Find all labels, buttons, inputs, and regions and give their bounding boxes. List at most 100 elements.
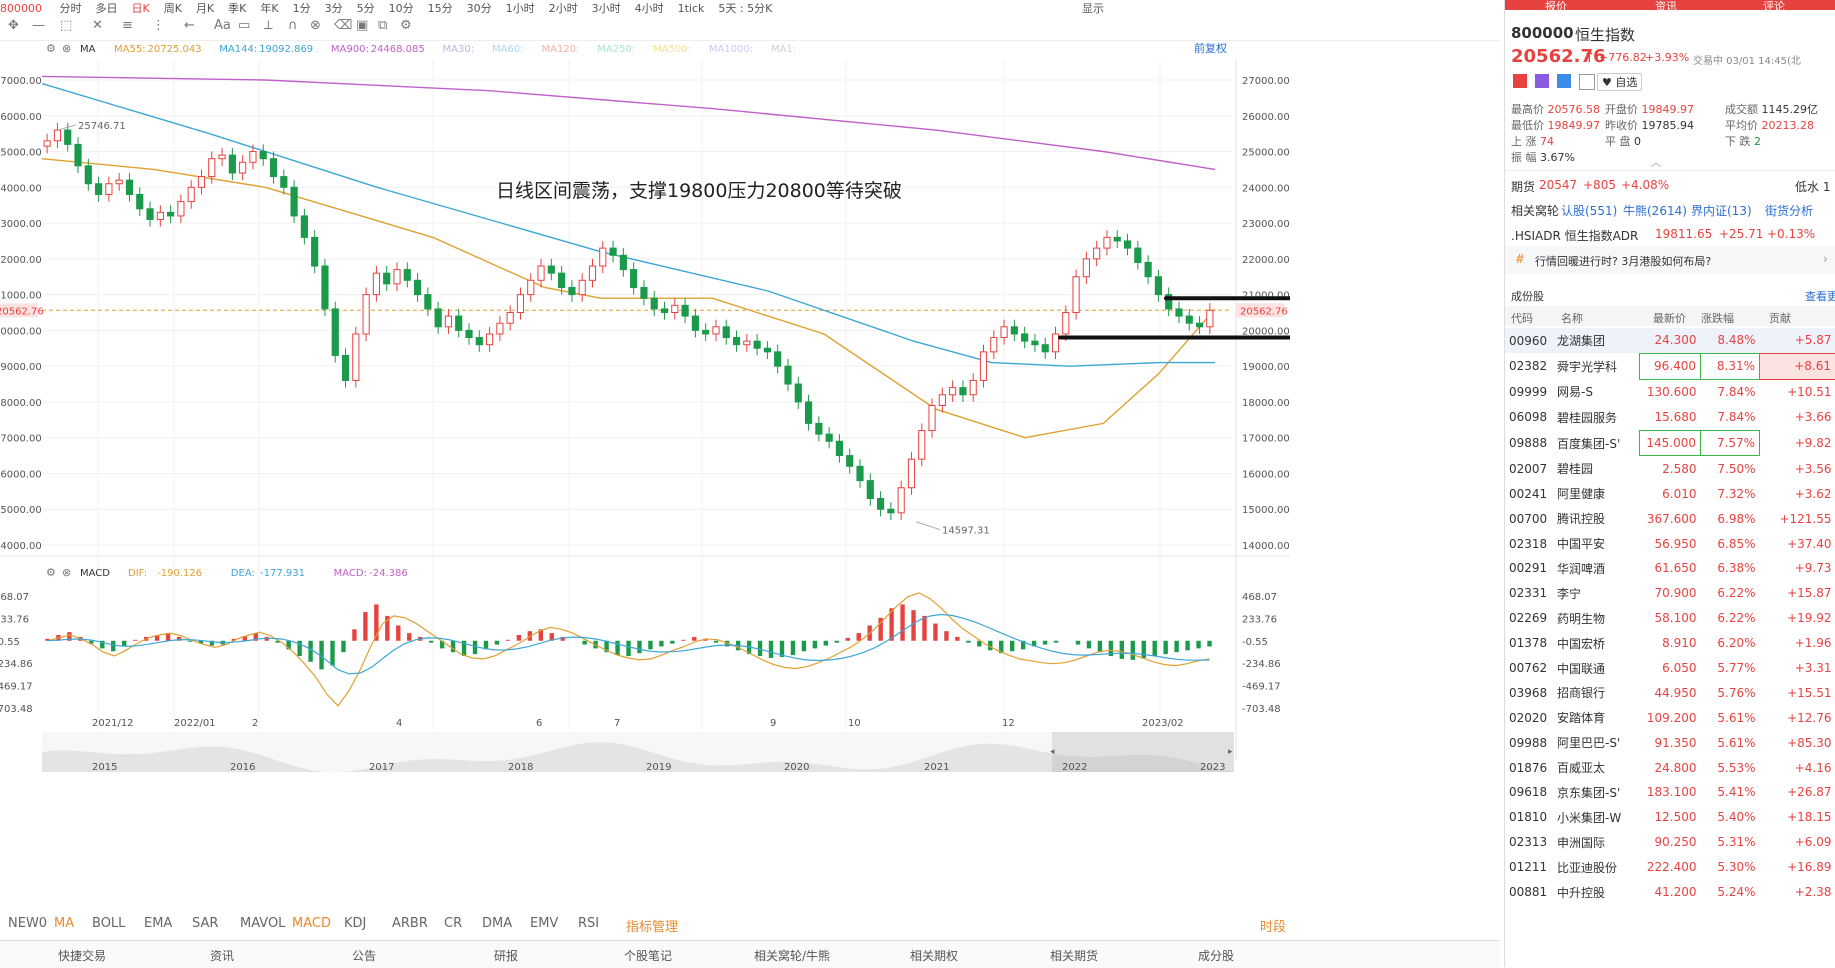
period-10[interactable]: 10分 [389, 0, 414, 14]
hk-flag-icon[interactable] [1513, 74, 1527, 88]
period-12[interactable]: 30分 [467, 0, 492, 14]
footer-tab-1[interactable]: 资讯 [210, 947, 234, 964]
line-tool-icon[interactable]: — [32, 18, 45, 33]
indicator-tab-8[interactable]: ARBR [392, 916, 428, 931]
footer-tab-0[interactable]: 快捷交易 [58, 947, 106, 964]
copy-tool-icon[interactable]: ⧉ [378, 18, 387, 33]
footer-tab-8[interactable]: 成分股 [1198, 947, 1234, 964]
period-14[interactable]: 2小时 [549, 0, 578, 14]
indicator-tab-11[interactable]: EMV [530, 916, 558, 931]
window-left-handle[interactable]: ◂ [1050, 747, 1055, 757]
period-9[interactable]: 5分 [357, 0, 375, 14]
period-6[interactable]: 年K [260, 0, 278, 14]
macd-close-icon[interactable]: ⊗ [62, 566, 71, 579]
ma-legend-item[interactable]: MA55: [114, 44, 146, 55]
ma-legend-item[interactable]: MA1000: [709, 44, 753, 55]
column-header-0[interactable]: 代码 [1511, 310, 1533, 326]
period-4[interactable]: 月K [196, 0, 214, 14]
period-0[interactable]: 分时 [60, 0, 82, 14]
indicator-tab-12[interactable]: RSI [578, 916, 599, 931]
time-range-button[interactable]: 时段 [1260, 916, 1286, 935]
rect-tool-icon[interactable]: ⬚ [60, 18, 72, 33]
indicator-tab-6[interactable]: MACD [292, 916, 331, 931]
news-banner[interactable]: # 行情回暖进行时? 3月港股如何布局? › [1505, 246, 1835, 274]
indicator-tab-2[interactable]: BOLL [92, 916, 125, 931]
text-tool-icon[interactable]: Aa [214, 18, 231, 33]
column-header-2[interactable]: 最新价 [1653, 310, 1686, 326]
fib-tool-icon[interactable]: ⋮ [152, 18, 165, 33]
ma-legend-item[interactable]: MA144: [219, 44, 257, 55]
macd-legend-item[interactable]: MACD: [334, 568, 367, 579]
settings-icon[interactable]: ⚙ [400, 18, 412, 33]
ma-legend-item[interactable]: MA250: [597, 44, 635, 55]
column-header-1[interactable]: 名称 [1561, 310, 1583, 326]
footer-tab-5[interactable]: 相关窝轮/牛熊 [754, 947, 830, 964]
indicator-tab-5[interactable]: MAVOL [240, 916, 285, 931]
period-8[interactable]: 3分 [325, 0, 343, 14]
tab-quote[interactable]: 报价 [1545, 0, 1567, 14]
tab-news[interactable]: 资讯 [1655, 0, 1677, 14]
ma-legend-item[interactable]: MA900: [331, 44, 369, 55]
ma-legend-item[interactable]: MA30: [443, 44, 475, 55]
column-header-4[interactable]: 贡献 [1769, 310, 1791, 326]
footer-tab-6[interactable]: 相关期权 [910, 947, 958, 964]
period-5[interactable]: 季K [228, 0, 246, 14]
collapse-icon[interactable]: ︿ [1651, 154, 1661, 169]
measure-tool-icon[interactable]: ⟂ [264, 18, 273, 33]
display-menu[interactable]: 显示 [1082, 0, 1104, 14]
lock-tool-icon[interactable]: ▣ [356, 18, 368, 33]
footer-tab-3[interactable]: 研报 [494, 947, 518, 964]
stock-code[interactable]: 800000 [0, 2, 42, 14]
ma-legend-item[interactable]: MA120: [542, 44, 580, 55]
eraser-icon[interactable]: ⌫ [334, 18, 352, 33]
indicator-tab-9[interactable]: CR [444, 916, 462, 931]
indicator-tab-1[interactable]: MA [54, 916, 74, 931]
window-right-handle[interactable]: ▸ [1228, 747, 1233, 757]
close-icon[interactable]: ⊗ [62, 42, 71, 55]
warrant-cbbc-link[interactable]: 牛熊(2614) [1623, 202, 1687, 219]
fuquan-label[interactable]: 前复权 [1194, 41, 1227, 55]
period-7[interactable]: 1分 [293, 0, 311, 14]
ma-legend-item[interactable]: MA500: [653, 44, 691, 55]
warrant-call-link[interactable]: 认股(551) [1561, 202, 1617, 219]
note-icon[interactable] [1579, 74, 1595, 90]
note-tool-icon[interactable]: ▭ [238, 18, 250, 33]
indicator-tab-13[interactable]: 指标管理 [626, 916, 678, 935]
footer-tab-7[interactable]: 相关期货 [1050, 947, 1098, 964]
settings-icon[interactable]: ⚙ [46, 42, 56, 55]
column-header-3[interactable]: 涨跌幅 [1701, 310, 1734, 326]
warrant-inline-link[interactable]: 界内证(13) [1691, 202, 1752, 219]
tab-comments[interactable]: 评论 [1763, 0, 1785, 14]
delete-tool-icon[interactable]: ⊗ [310, 18, 321, 33]
period-3[interactable]: 周K [164, 0, 182, 14]
warrant-analysis-link[interactable]: 街货分析 [1765, 202, 1813, 219]
macd-legend-item[interactable]: DIF: [128, 568, 147, 579]
crosshair-icon[interactable]: ✥ [8, 18, 19, 33]
period-18[interactable]: 5天 : 5分K [718, 0, 772, 14]
footer-tab-2[interactable]: 公告 [352, 947, 376, 964]
ma-legend-item[interactable]: MA60: [492, 44, 524, 55]
indicator-tab-0[interactable]: NEW0 [8, 916, 47, 931]
watchlist-button[interactable]: ♥ 自选 [1597, 73, 1642, 91]
period-1[interactable]: 多日 [96, 0, 118, 14]
